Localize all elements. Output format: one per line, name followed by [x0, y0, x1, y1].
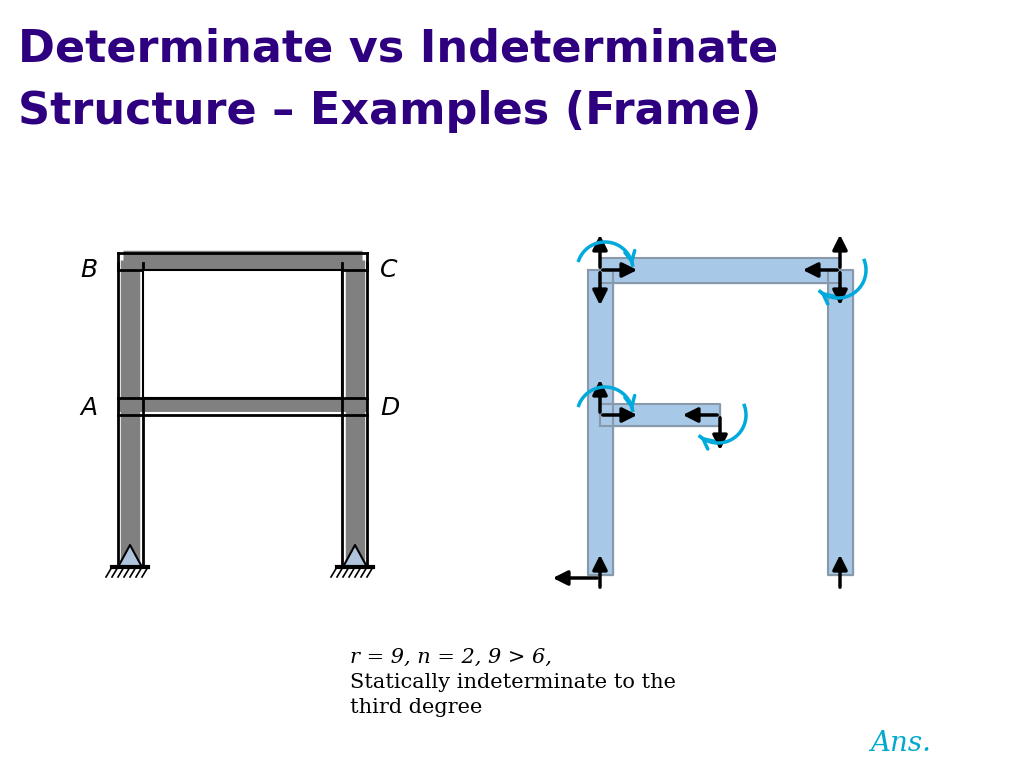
Text: B: B [80, 258, 97, 282]
Polygon shape [600, 258, 840, 282]
Text: third degree: third degree [350, 698, 482, 717]
Text: D: D [380, 396, 399, 420]
Polygon shape [588, 270, 612, 575]
Text: r = 9, n = 2, 9 > 6,: r = 9, n = 2, 9 > 6, [350, 648, 552, 667]
Bar [143, 270, 342, 398]
Polygon shape [827, 270, 853, 575]
Polygon shape [343, 545, 367, 567]
Text: Structure – Examples (Frame): Structure – Examples (Frame) [18, 90, 762, 133]
Text: A: A [80, 396, 97, 420]
Text: Ans.: Ans. [870, 730, 931, 757]
Text: C: C [380, 258, 397, 282]
Polygon shape [118, 545, 142, 567]
Text: Determinate vs Indeterminate: Determinate vs Indeterminate [18, 28, 778, 71]
Polygon shape [600, 404, 720, 426]
Text: Statically indeterminate to the: Statically indeterminate to the [350, 673, 676, 692]
